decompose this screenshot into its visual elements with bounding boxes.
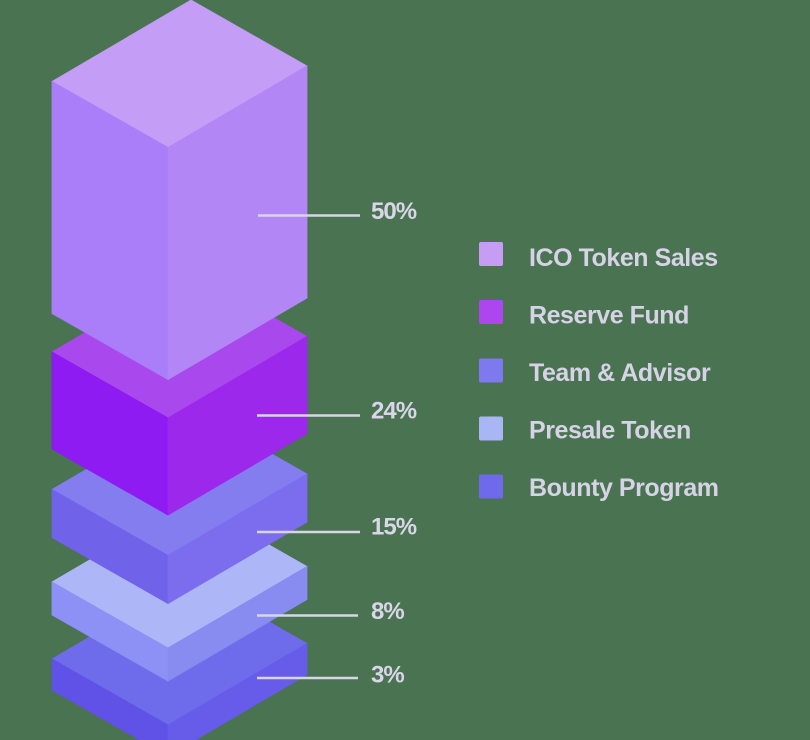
- svg-text:15%: 15%: [371, 514, 417, 541]
- svg-text:Presale Token: Presale Token: [529, 417, 691, 445]
- svg-text:Bounty Program: Bounty Program: [529, 474, 719, 502]
- svg-text:Team & Advisor: Team & Advisor: [529, 359, 711, 387]
- svg-text:Reserve Fund: Reserve Fund: [529, 302, 689, 330]
- svg-text:ICO Token Sales: ICO Token Sales: [529, 244, 718, 272]
- svg-text:3%: 3%: [371, 662, 404, 689]
- svg-text:24%: 24%: [371, 398, 417, 425]
- svg-text:50%: 50%: [371, 198, 417, 225]
- svg-text:8%: 8%: [371, 598, 404, 625]
